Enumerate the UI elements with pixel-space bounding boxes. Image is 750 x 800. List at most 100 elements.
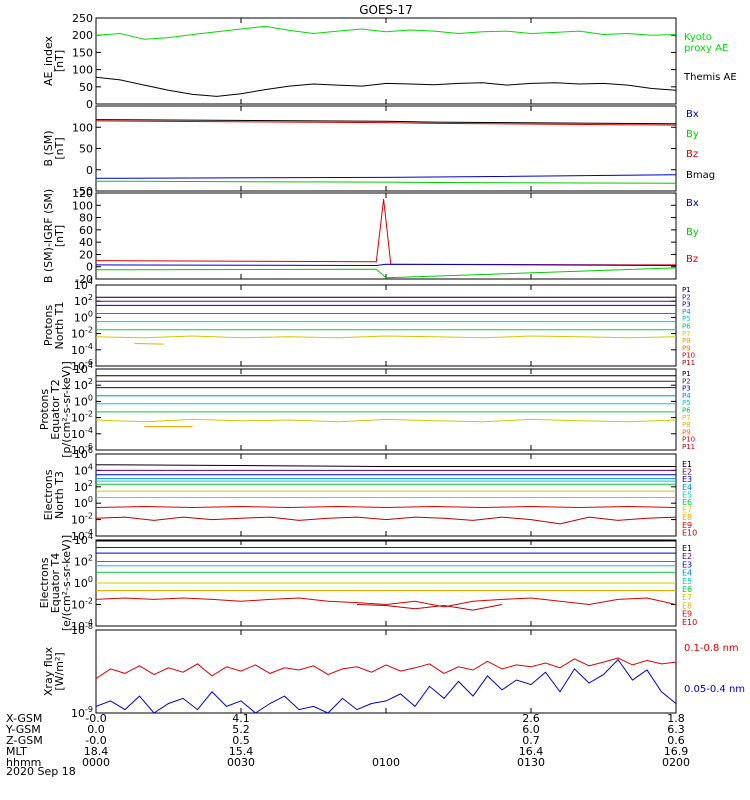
legend-entry: E2: [682, 552, 692, 561]
panel-frame: [95, 192, 677, 280]
y-axis-label: ProtonsEquator T2[p/(cm²-s-sr-keV)]: [38, 361, 73, 458]
x-row-value: 16.9: [664, 745, 689, 758]
legend-entry: E9: [682, 610, 692, 619]
y-tick-label: 60: [79, 224, 93, 237]
x-axis-table: X-GSM -0.0 4.1 2.6 1.8 Y-GSM 0.0 5.2 6.0 6.3 Z-GSM…: [5, 712, 690, 769]
legend-entry: P5: [682, 315, 691, 323]
series-e10: [356, 604, 503, 611]
y-tick-label: 102: [74, 293, 93, 308]
x-row-label: Z-GSM: [6, 734, 43, 747]
legend-entry: P6: [682, 407, 691, 415]
legend-entry: P1: [682, 286, 691, 294]
legend-entry: P11: [682, 443, 695, 451]
legend-entry: Bz: [686, 254, 698, 265]
legend-entry: P9: [682, 344, 691, 352]
series-e10: [96, 516, 676, 525]
x-row-value: 0.5: [232, 734, 250, 747]
legend-entry: P2: [682, 377, 691, 385]
x-row-value: 15.4: [229, 745, 254, 758]
y-tick-label: -50: [75, 185, 93, 198]
series-bz: [96, 120, 676, 126]
x-row-value: 0.7: [522, 734, 540, 747]
x-row-value: 1.8: [667, 712, 685, 725]
y-tick-label: 102: [74, 554, 93, 569]
x-row-value: 0000: [82, 756, 110, 769]
y-axis-label: AE_index[nT]: [42, 35, 66, 86]
x-row-value: 16.4: [519, 745, 544, 758]
x-row-value: 0.0: [87, 723, 105, 736]
x-row-value: 0130: [517, 756, 545, 769]
panel-frame: [95, 17, 677, 105]
legend-entry: Bz: [686, 149, 698, 160]
legend-entry: Bmag: [686, 170, 715, 181]
series-e1: [96, 464, 676, 467]
legend-entry: P6: [682, 323, 691, 331]
series-p7: [96, 335, 676, 339]
legend-entry: proxy AE: [684, 43, 728, 54]
x-row-value: 6.3: [667, 723, 685, 736]
y-tick-label: 20: [79, 248, 93, 261]
y-tick-label: 120: [72, 187, 93, 200]
legend-entry: P7: [682, 330, 691, 338]
y-tick-label: 100: [74, 309, 93, 324]
legend-entry: E10: [682, 618, 697, 627]
legend-entry: Bx: [686, 109, 699, 120]
legend-entry: P9: [682, 428, 691, 436]
y-tick-label: 10-2: [71, 326, 93, 341]
y-tick-label: 0: [86, 98, 93, 111]
series-0-05-0-4-nm: [96, 658, 676, 713]
y-tick-label: 100: [74, 575, 93, 590]
series-by: [96, 180, 676, 184]
y-tick-label: 100: [74, 393, 93, 408]
x-row-value: 2.6: [522, 712, 540, 725]
x-row-value: 0100: [372, 756, 400, 769]
legend-entry: E5: [682, 490, 692, 499]
y-tick-label: 102: [74, 377, 93, 392]
legend-entry: E4: [682, 483, 692, 492]
legend-entry: P10: [682, 436, 695, 444]
legend-entry: E7: [682, 593, 692, 602]
y-tick-label: 0: [86, 164, 93, 177]
legend-entry: P10: [682, 352, 695, 360]
y-axis-label: B (SM)-IGRF (SM)[nT]: [42, 189, 66, 283]
legend-entry: 0.1-0.8 nm: [684, 643, 739, 654]
x-row-value: 5.2: [232, 723, 250, 736]
y-tick-label: 10-2: [71, 512, 93, 527]
y-tick-label: 102: [74, 479, 93, 494]
legend-entry: P2: [682, 293, 691, 301]
series-0-1-0-8-nm: [96, 657, 676, 680]
y-tick-label: 10-4: [71, 342, 93, 357]
series-bx: [96, 174, 676, 179]
y-tick-label: 104: [74, 361, 93, 376]
y-tick-label: 104: [74, 532, 93, 547]
series-e9: [96, 505, 676, 509]
x-row-label: MLT: [6, 745, 27, 758]
legend-entry: Kyoto: [684, 32, 712, 43]
x-row-value: 0.6: [667, 734, 685, 747]
y-axis-label: B (SM)[nT]: [42, 130, 66, 166]
legend-entry: E6: [682, 498, 692, 507]
y-tick-label: 150: [72, 46, 93, 59]
legend-entry: Themis AE: [683, 72, 737, 83]
x-row-label: X-GSM: [6, 712, 42, 725]
legend-entry: E8: [682, 601, 692, 610]
y-tick-label: 0: [86, 261, 93, 274]
x-row-value: 0200: [662, 756, 690, 769]
x-row-value: -0.0: [85, 712, 106, 725]
legend-entry: E3: [682, 560, 692, 569]
legend-entry: P1: [682, 370, 691, 378]
y-tick-label: 50: [79, 81, 93, 94]
legend-entry: By: [686, 227, 699, 238]
y-tick-label: 40: [79, 236, 93, 249]
legend-entry: 0.05-0.4 nm: [684, 684, 745, 695]
y-tick-label: 200: [72, 29, 93, 42]
y-tick-label: 10-8: [71, 622, 93, 637]
series-p7: [96, 418, 676, 423]
legend-entry: E5: [682, 577, 692, 586]
